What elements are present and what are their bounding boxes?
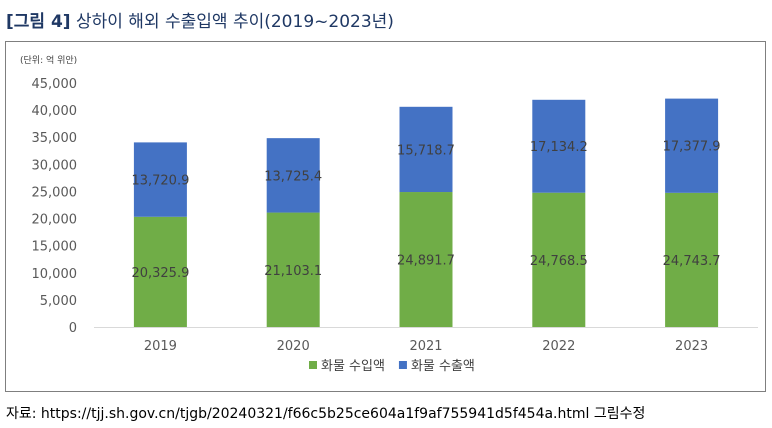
data-label: 24,768.5 — [530, 254, 588, 269]
y-tick-label: 20,000 — [32, 213, 78, 228]
chart-box: (단위: 억 위안) 0 5,000 10,000 15,000 20,000 25,000… — [5, 41, 766, 392]
figure-title-text: 상하이 해외 수출입액 추이(2019~2023년) — [75, 12, 394, 32]
y-tick-label: 25,000 — [32, 185, 78, 200]
data-label: 13,725.4 — [264, 169, 322, 184]
source-note: 자료: https://tjj.sh.gov.cn/tjgb/20240321/… — [6, 406, 646, 422]
bar-import-2020 — [266, 212, 320, 327]
bar-import-2022 — [532, 192, 586, 327]
x-tick-label: 2020 — [277, 339, 310, 354]
data-label: 24,743.7 — [663, 254, 721, 269]
y-tick-label: 15,000 — [32, 240, 78, 255]
bar-export-2021 — [399, 106, 453, 193]
unit-note: (단위: 억 위안) — [20, 54, 77, 66]
data-label: 20,325.9 — [131, 266, 189, 281]
data-label: 21,103.1 — [264, 264, 322, 279]
figure-title: [그림 4] 상하이 해외 수출입액 추이(2019~2023년) — [6, 7, 394, 32]
bar-export-2022 — [532, 99, 586, 193]
y-tick-label: 0 — [69, 321, 77, 336]
legend-swatch-1 — [398, 361, 407, 369]
bar-export-2020 — [266, 138, 320, 213]
bar-import-2021 — [399, 192, 453, 327]
figure-label: [그림 4] — [6, 12, 71, 32]
bar-export-2019 — [133, 142, 187, 217]
y-tick-label: 30,000 — [32, 158, 78, 173]
data-label: 17,134.2 — [530, 140, 588, 155]
bar-export-2023 — [665, 98, 719, 193]
x-tick-label: 2023 — [675, 339, 708, 354]
y-tick-label: 5,000 — [40, 294, 77, 309]
y-tick-label: 45,000 — [32, 77, 78, 92]
y-tick-label: 10,000 — [32, 267, 78, 282]
data-label: 24,891.7 — [397, 254, 455, 269]
legend-entry: 화물 수출액 — [411, 359, 475, 374]
y-tick-label: 35,000 — [32, 131, 78, 146]
data-label: 13,720.9 — [131, 174, 189, 189]
x-tick-label: 2021 — [409, 339, 442, 354]
data-label: 17,377.9 — [663, 140, 721, 155]
bar-import-2023 — [665, 192, 719, 327]
legend-entry: 화물 수입액 — [321, 359, 385, 374]
legend-swatch-0 — [309, 361, 317, 369]
bar-import-2019 — [133, 216, 187, 327]
stacked-bar-chart: (단위: 억 위안) 0 5,000 10,000 15,000 20,000 25,000… — [20, 54, 758, 374]
data-label: 15,718.7 — [397, 143, 455, 158]
y-tick-label: 40,000 — [32, 104, 78, 119]
x-tick-label: 2019 — [144, 339, 177, 354]
x-tick-label: 2022 — [542, 339, 575, 354]
